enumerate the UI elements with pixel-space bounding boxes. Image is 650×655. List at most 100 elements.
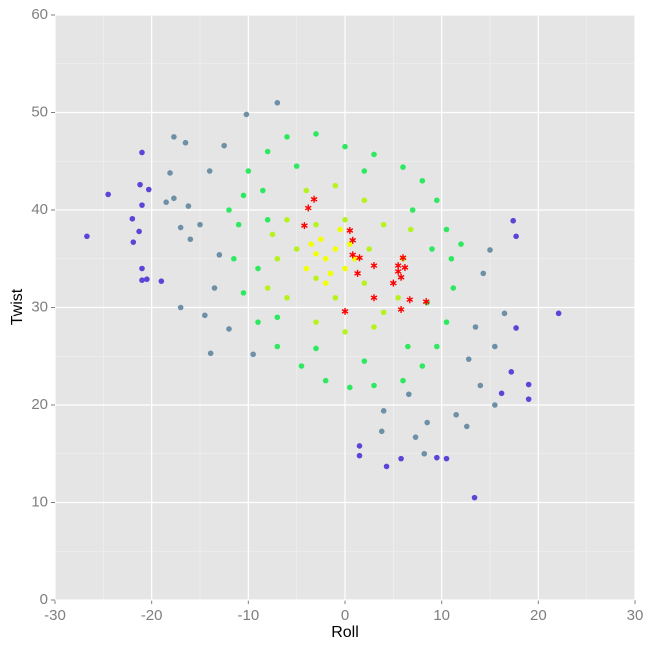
- star-point: [389, 279, 397, 287]
- point: [313, 221, 319, 228]
- star-point: [349, 236, 357, 244]
- point: [221, 142, 227, 149]
- point: [235, 221, 242, 228]
- point: [510, 217, 516, 224]
- star-point: [356, 254, 363, 262]
- point: [501, 310, 508, 317]
- point: [400, 377, 406, 384]
- point: [264, 285, 271, 291]
- point: [171, 195, 177, 202]
- star-point: [349, 251, 357, 259]
- point: [137, 181, 143, 188]
- point: [260, 187, 266, 194]
- point: [342, 329, 348, 335]
- point: [187, 236, 194, 243]
- point: [406, 391, 412, 398]
- x-axis-title: Roll: [331, 624, 359, 641]
- point: [361, 168, 368, 174]
- point: [371, 151, 377, 158]
- point: [342, 143, 348, 150]
- x-tick-label: 10: [433, 607, 450, 624]
- point: [197, 221, 203, 228]
- point: [105, 191, 111, 198]
- point: [342, 265, 348, 272]
- star-point: [310, 195, 318, 203]
- point: [284, 294, 290, 301]
- point: [380, 309, 387, 316]
- point: [185, 203, 192, 209]
- point: [356, 452, 363, 459]
- point: [443, 226, 450, 233]
- y-tick-label: 30: [31, 298, 48, 315]
- point: [284, 216, 290, 223]
- star-point: [370, 294, 378, 302]
- point: [243, 111, 250, 118]
- point: [332, 182, 339, 189]
- point: [182, 139, 189, 146]
- point: [274, 99, 281, 106]
- point: [471, 494, 478, 501]
- point: [513, 325, 519, 331]
- point: [443, 455, 450, 462]
- point: [255, 265, 261, 272]
- point: [167, 170, 173, 176]
- star-point: [346, 226, 354, 234]
- point: [434, 454, 440, 461]
- point: [337, 226, 343, 233]
- star-point: [304, 204, 312, 212]
- point: [407, 226, 414, 233]
- y-tick-label: 10: [31, 493, 48, 510]
- point: [464, 423, 470, 430]
- x-tick-label: -20: [141, 607, 163, 624]
- point: [322, 255, 329, 262]
- point: [284, 134, 290, 140]
- point: [412, 434, 419, 440]
- x-tick-label: -10: [237, 607, 259, 624]
- point: [158, 278, 165, 284]
- point: [378, 428, 385, 435]
- point: [139, 202, 145, 208]
- point: [498, 390, 505, 397]
- point: [342, 216, 348, 223]
- x-tick-label: 30: [627, 607, 644, 624]
- x-tick-label: 0: [341, 607, 349, 624]
- point: [424, 419, 430, 426]
- point: [293, 163, 300, 169]
- point: [380, 408, 387, 414]
- point: [492, 402, 498, 408]
- y-tick-label: 20: [31, 396, 48, 413]
- point: [245, 168, 252, 174]
- point: [419, 363, 426, 369]
- point: [477, 382, 484, 389]
- point: [332, 294, 339, 301]
- point: [303, 265, 310, 272]
- point: [419, 177, 426, 184]
- point: [240, 290, 247, 296]
- point: [303, 187, 310, 194]
- star-point: [354, 269, 361, 277]
- point: [450, 285, 457, 291]
- star-point: [399, 254, 407, 262]
- point: [231, 255, 237, 262]
- point: [453, 411, 459, 418]
- point: [240, 192, 247, 199]
- star-point: [406, 296, 414, 304]
- point: [448, 255, 455, 262]
- point: [327, 270, 334, 277]
- point: [434, 343, 440, 350]
- point: [443, 319, 450, 325]
- point: [332, 246, 339, 252]
- point: [250, 351, 256, 358]
- point: [380, 221, 387, 228]
- point: [434, 197, 440, 204]
- x-tick-label: -30: [44, 607, 66, 624]
- point: [356, 443, 363, 449]
- point: [525, 396, 532, 402]
- point: [130, 239, 137, 245]
- star-point: [394, 267, 402, 275]
- point: [361, 197, 368, 204]
- point: [458, 241, 464, 247]
- y-tick-label: 50: [31, 103, 48, 120]
- point: [508, 369, 515, 375]
- star-point: [397, 273, 405, 281]
